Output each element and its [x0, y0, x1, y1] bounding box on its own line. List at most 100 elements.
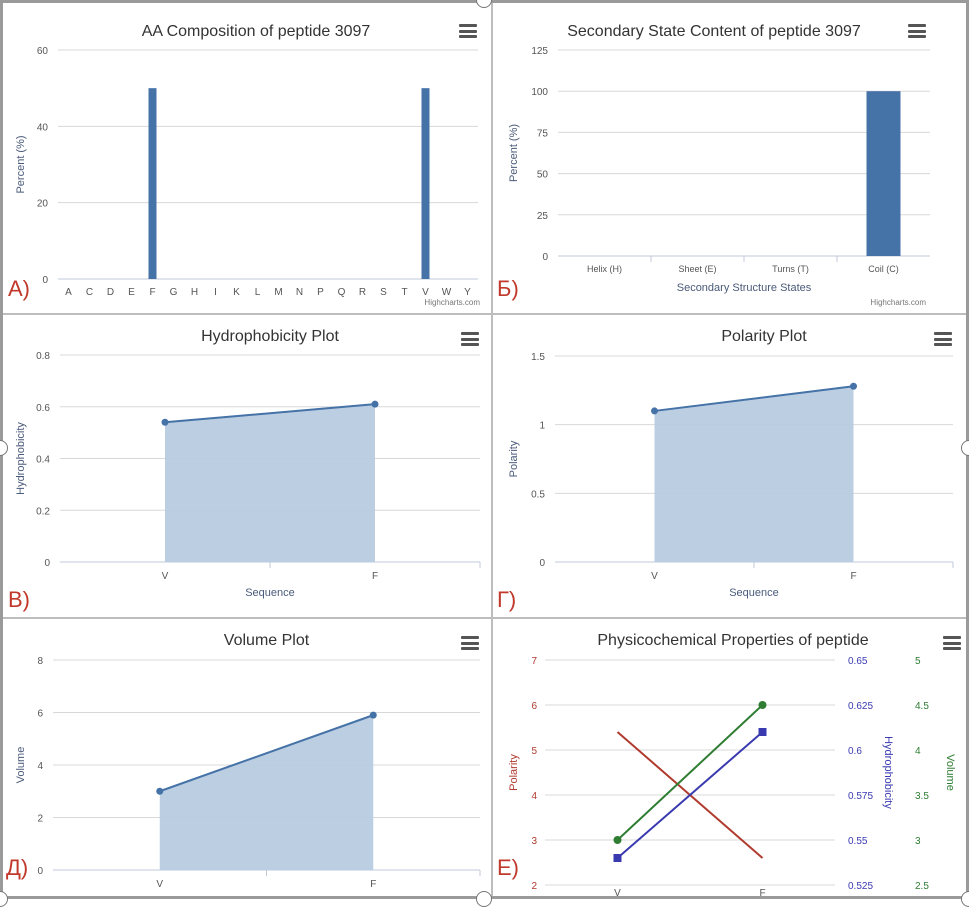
- y-axis-label-right1: Hydrophobicity: [882, 736, 894, 809]
- y-axis-label-right2: Volume: [944, 754, 956, 791]
- y-tick-label: 0.5: [531, 489, 545, 500]
- y-tick-label: 2: [37, 814, 43, 825]
- y-tick-label: 4: [37, 761, 43, 772]
- y-tick-label: 0.8: [36, 351, 50, 362]
- x-tick-label: Q: [338, 287, 346, 298]
- x-tick-label: S: [380, 287, 387, 298]
- y-tick-label-right1: 0.65: [848, 656, 868, 667]
- data-point: [371, 400, 379, 408]
- y-tick-label: 60: [37, 46, 49, 57]
- x-axis-label: Secondary Structure States: [677, 282, 812, 294]
- x-tick-label: F: [850, 571, 856, 582]
- y-tick-label: 40: [37, 122, 49, 133]
- credit-text: Highcharts.com: [424, 298, 480, 307]
- x-tick-label: D: [107, 287, 114, 298]
- y-tick-label: 0: [42, 275, 48, 286]
- panel-label-d: Г): [497, 587, 517, 612]
- y-tick-label-right2: 4: [915, 746, 921, 757]
- x-tick-label: T: [401, 287, 407, 298]
- vertical-divider: [491, 0, 493, 899]
- y-tick-label-right1: 0.55: [848, 836, 868, 847]
- chart-menu-button-pol[interactable]: [934, 332, 952, 346]
- x-tick-label: W: [442, 287, 452, 298]
- y-axis-label: Volume: [15, 747, 27, 784]
- resize-handle-bottom[interactable]: [476, 891, 492, 907]
- x-tick-label: F: [149, 287, 155, 298]
- area-fill: [654, 386, 854, 562]
- panel-aa-composition: AA Composition of peptide 3097 0 20 40 60 Per…: [0, 0, 491, 313]
- x-tick-label: Coil (C): [868, 264, 899, 274]
- y-axis-label-left: Polarity: [508, 754, 520, 791]
- series-line-hydrophobicity: [616, 731, 764, 859]
- x-tick-label: Y: [464, 287, 471, 298]
- y-tick-label-right1: 0.525: [848, 881, 873, 892]
- x-tick-label: V: [162, 571, 169, 582]
- chart-title: Polarity Plot: [721, 328, 807, 345]
- y-axis-label: Polarity: [508, 440, 520, 477]
- chart-menu-button-vol[interactable]: [461, 636, 479, 650]
- x-tick-label: F: [370, 879, 376, 890]
- y-tick-label: 20: [37, 199, 49, 210]
- x-tick-label: L: [255, 287, 261, 298]
- y-tick-label-right2: 5: [915, 656, 921, 667]
- bar: [148, 88, 157, 280]
- chart-title: Physicochemical Properties of peptide: [597, 632, 868, 649]
- y-tick-label: 0.4: [36, 455, 50, 466]
- data-point: [850, 382, 857, 390]
- x-tick-label: H: [191, 287, 198, 298]
- panel-label-a: А): [8, 276, 30, 301]
- panel-label-c: В): [8, 587, 30, 612]
- panel-label-f: Е): [497, 855, 519, 880]
- y-tick-label: 8: [37, 656, 43, 667]
- chart-menu-button-phys[interactable]: [943, 636, 961, 650]
- bar: [421, 88, 430, 280]
- panel-label-e: Д): [6, 855, 29, 880]
- chart-menu-button-ss[interactable]: [908, 24, 926, 38]
- y-tick-label: 50: [537, 170, 549, 181]
- y-tick-label-left: 5: [531, 746, 537, 757]
- x-tick-label: Sheet (E): [678, 264, 716, 274]
- y-tick-label: 0.2: [36, 506, 50, 517]
- y-tick-label: 0: [37, 866, 43, 877]
- x-tick-label: V: [651, 571, 658, 582]
- credit-text: Highcharts.com: [870, 298, 926, 307]
- panel-physicochemical: Physicochemical Properties of peptide 2 3 4…: [493, 619, 969, 899]
- y-tick-label: 25: [537, 211, 549, 222]
- data-point-hydrophobicity: [758, 728, 767, 736]
- x-tick-label: C: [86, 287, 93, 298]
- y-tick-label: 0.6: [36, 403, 50, 414]
- x-axis-label: Sequence: [245, 587, 295, 599]
- horizontal-divider-1: [0, 313, 969, 315]
- chart-menu-button-hyd[interactable]: [461, 332, 479, 346]
- series-line: [164, 403, 376, 424]
- y-tick-label-left: 7: [531, 656, 537, 667]
- y-tick-label: 1.5: [531, 352, 545, 363]
- data-point-hydrophobicity: [613, 854, 622, 862]
- x-tick-label: G: [170, 287, 178, 298]
- x-tick-label: V: [614, 888, 621, 899]
- x-axis-label: Sequence: [729, 587, 779, 599]
- y-tick-label-right2: 4.5: [915, 701, 929, 712]
- series-line: [159, 714, 374, 793]
- x-tick-label: R: [359, 287, 366, 298]
- y-tick-label: 75: [537, 128, 549, 139]
- y-tick-label-right1: 0.625: [848, 701, 873, 712]
- data-point-volume: [613, 836, 622, 844]
- x-tick-label: A: [65, 287, 72, 298]
- chart-menu-button-aa[interactable]: [459, 24, 477, 38]
- chart-title: Hydrophobicity Plot: [201, 328, 339, 345]
- data-point: [651, 407, 658, 415]
- chart-hydrophobicity: Hydrophobicity Plot 0 0.2 0.4 0.6 0.8 Hydropho…: [15, 328, 481, 599]
- y-tick-label-right2: 2.5: [915, 881, 929, 892]
- y-tick-label: 6: [37, 709, 43, 720]
- chart-title: Volume Plot: [224, 632, 310, 649]
- y-axis-label: Hydrophobicity: [15, 422, 27, 495]
- y-tick-label: 0: [542, 252, 548, 263]
- series-line-volume: [616, 704, 764, 841]
- y-tick-label: 1: [539, 421, 545, 432]
- chart-title: Secondary State Content of peptide 3097: [567, 23, 861, 40]
- x-tick-label: F: [372, 571, 378, 582]
- resize-handle-bottom-right[interactable]: [961, 891, 969, 907]
- y-axis-label: Percent (%): [508, 124, 520, 182]
- data-point-volume: [758, 701, 767, 709]
